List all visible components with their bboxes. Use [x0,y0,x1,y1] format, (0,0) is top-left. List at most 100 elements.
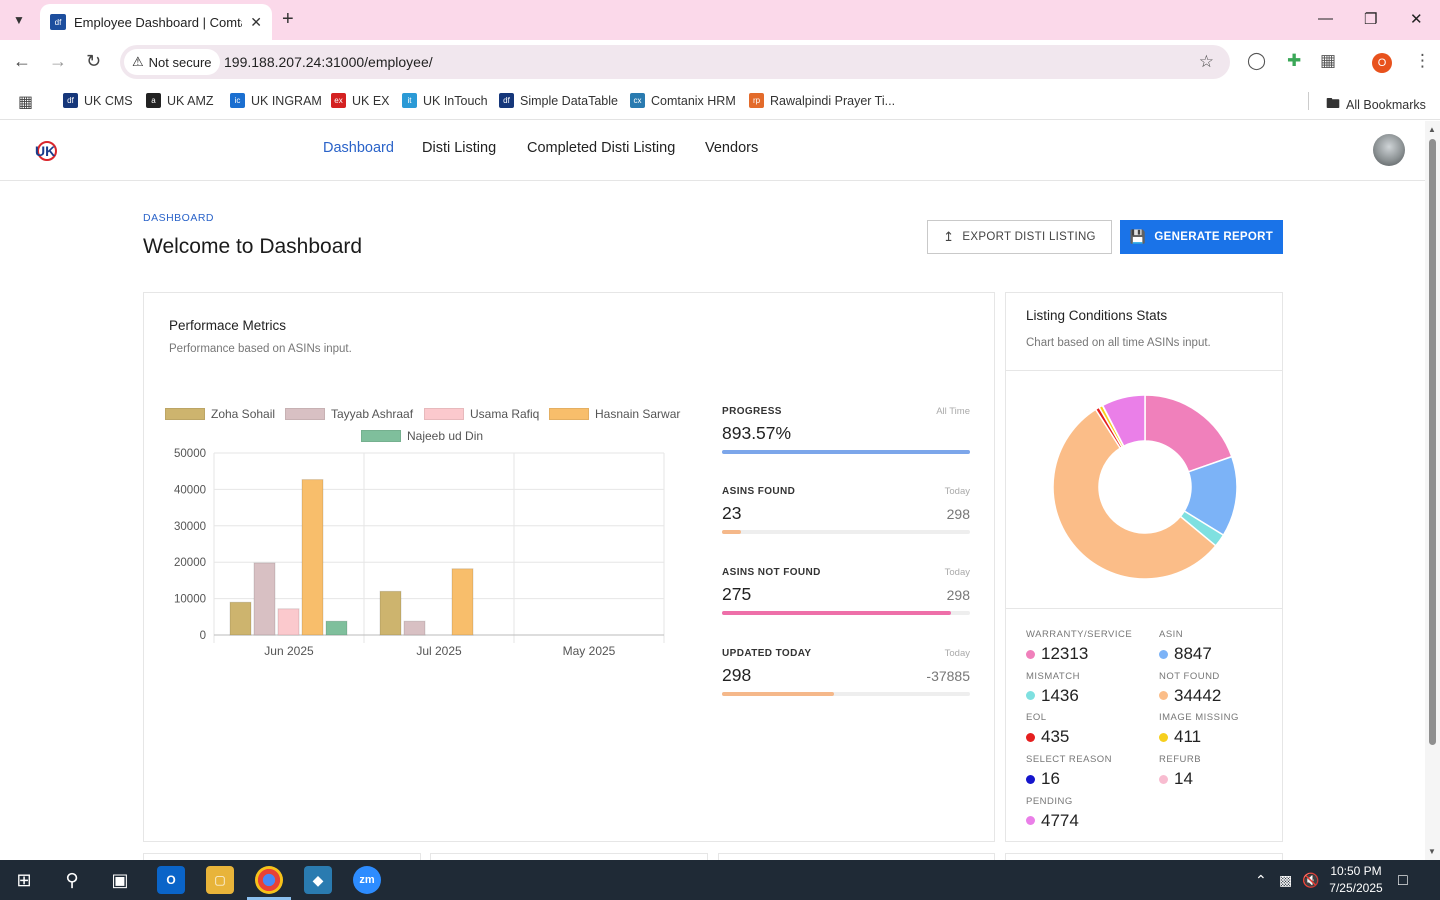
notification-icon[interactable]: □ [1398,872,1408,889]
bookmark-item[interactable]: ex UK EX [331,93,390,108]
security-label: Not secure [148,54,212,70]
stat-row: 12313 [1026,644,1132,664]
window-close-icon[interactable]: ✕ [1410,11,1423,28]
task-view-icon[interactable]: ▣ [111,869,129,890]
stat-value: 34442 [1174,685,1222,705]
nav-vendors[interactable]: Vendors [705,140,759,156]
chrome-icon[interactable] [255,866,283,894]
windows-start-icon[interactable]: ⊞ [16,869,32,890]
stat-item: ASIN 8847 [1159,629,1212,664]
reload-icon[interactable]: ↻ [86,51,102,71]
taskbar-clock[interactable]: 10:50 PM 7/25/2025 [1318,863,1394,897]
bar[interactable] [451,568,474,636]
bookmark-star-icon[interactable]: ☆ [1198,52,1214,71]
stat-value: 1436 [1041,685,1079,705]
bookmark-label: UK InTouch [423,93,488,108]
user-avatar[interactable] [1373,134,1405,166]
stat-row: 8847 [1159,644,1212,664]
metric-period: All Time [936,406,970,417]
generate-report-button[interactable]: 💾 GENERATE REPORT [1120,220,1283,254]
bar[interactable] [325,620,348,636]
stat-item: IMAGE MISSING 411 [1159,712,1239,747]
all-bookmarks-button[interactable]: 🖿 All Bookmarks [1326,93,1426,117]
tab-close-icon[interactable]: ✕ [250,13,262,30]
volume-muted-icon[interactable]: 🔇 [1302,872,1320,888]
legend-label: Tayyab Ashraaf [331,407,414,421]
legend-item[interactable]: Najeeb ud Din [361,429,483,443]
apps-grid-icon[interactable]: ▦ [18,94,34,111]
outlook-icon[interactable]: O [157,866,185,894]
browser-profile-avatar[interactable]: O [1372,53,1392,73]
window-restore-icon[interactable]: ❐ [1364,11,1378,28]
scroll-thumb[interactable] [1429,139,1436,745]
export-disti-listing-button[interactable]: ↥ EXPORT DISTI LISTING [927,220,1112,254]
zoom-icon[interactable]: zm [353,866,381,894]
stat-color-dot [1026,691,1035,701]
bookmark-item[interactable]: df UK CMS [63,93,133,108]
stat-value: 12313 [1041,644,1089,663]
stat-value: 435 [1041,727,1070,747]
scroll-up-arrow-icon[interactable]: ▲ [1428,125,1436,134]
new-tab-plus-icon[interactable]: + [282,8,294,30]
forward-arrow-icon[interactable]: → [49,51,67,71]
bookmark-item[interactable]: df Simple DataTable [499,93,618,108]
bar[interactable] [277,608,300,636]
network-icon[interactable]: ▩ [1279,872,1293,888]
uk-logo-icon[interactable]: UK [33,139,59,163]
scroll-down-arrow-icon[interactable]: ▼ [1428,847,1436,856]
stat-color-dot [1159,774,1168,784]
remote-app-icon[interactable]: ◆ [304,866,332,894]
donut-slice[interactable] [1144,394,1233,473]
back-arrow-icon[interactable]: ← [13,51,31,71]
file-explorer-icon[interactable]: ▢ [206,866,234,894]
legend-item[interactable]: Usama Rafiq [424,407,539,421]
tray-chevron-up-icon[interactable]: ⌃ [1255,872,1267,888]
legend-item[interactable]: Zoha Sohail [165,407,275,421]
generate-label: GENERATE REPORT [1154,231,1274,243]
address-bar[interactable]: ⚠ Not secure 199.188.207.24:31000/employ… [120,45,1230,79]
summary-card-2 [430,853,708,861]
bookmark-item[interactable]: rp Rawalpindi Prayer Ti... [749,93,895,108]
stat-value: 411 [1174,727,1202,747]
donut-slice[interactable] [1101,394,1146,448]
nav-dashboard[interactable]: Dashboard [323,140,394,156]
extension-plus-icon[interactable]: ✚ [1287,51,1302,70]
translate-globe-icon[interactable]: ◯ [1247,51,1267,70]
bookmark-item[interactable]: cx Comtanix HRM [630,93,736,108]
bar-chart: 0 10000 20000 30000 40000 50000 Jun 2025 Jul 20… [174,448,665,658]
browser-menu-dots-icon[interactable]: ⋮ [1414,51,1431,70]
bar[interactable] [229,601,252,636]
metric-progress-fill [722,692,834,696]
stat-item: NOT FOUND 34442 [1159,671,1221,706]
window-minimize-icon[interactable]: — [1318,10,1333,27]
extensions-puzzle-icon[interactable]: ▦ [1320,51,1337,70]
donut-slice[interactable] [1052,408,1217,580]
legend-item[interactable]: Hasnain Sarwar [549,407,680,421]
url-text[interactable]: 199.188.207.24:31000/employee/ [224,54,433,70]
nav-disti-listing[interactable]: Disti Listing [422,140,497,156]
bookmark-item[interactable]: it UK InTouch [402,93,488,108]
bar[interactable] [379,590,402,636]
browser-tab-active[interactable]: df Employee Dashboard | Comtanix ✕ [40,4,272,40]
bookmark-favicon-icon: ic [230,93,245,108]
bookmark-item[interactable]: ic UK INGRAM [230,93,322,108]
stat-label: WARRANTY/SERVICE [1026,629,1133,640]
stat-color-dot [1026,732,1035,742]
page-scrollbar[interactable]: ▲ ▼ [1425,121,1440,860]
clock-time: 10:50 PM [1330,864,1382,878]
metric-progress-bar [722,450,970,454]
tab-search-chevron-icon[interactable]: ▼ [13,13,25,27]
bookmark-favicon-icon: a [146,93,161,108]
bar[interactable] [301,479,324,636]
bar[interactable] [403,620,426,636]
search-icon[interactable]: ⚲ [65,869,79,890]
nav-completed-disti-listing[interactable]: Completed Disti Listing [527,140,676,156]
metric-progress-fill [722,611,951,615]
stat-label: ASIN [1159,629,1184,640]
summary-card-1 [143,853,421,861]
bookmark-item[interactable]: a UK AMZ [146,93,214,108]
legend-item[interactable]: Tayyab Ashraaf [285,407,413,421]
metric-value: 893.57% [722,423,792,443]
bar[interactable] [253,562,276,636]
site-security-chip[interactable]: ⚠ Not secure [124,49,220,75]
